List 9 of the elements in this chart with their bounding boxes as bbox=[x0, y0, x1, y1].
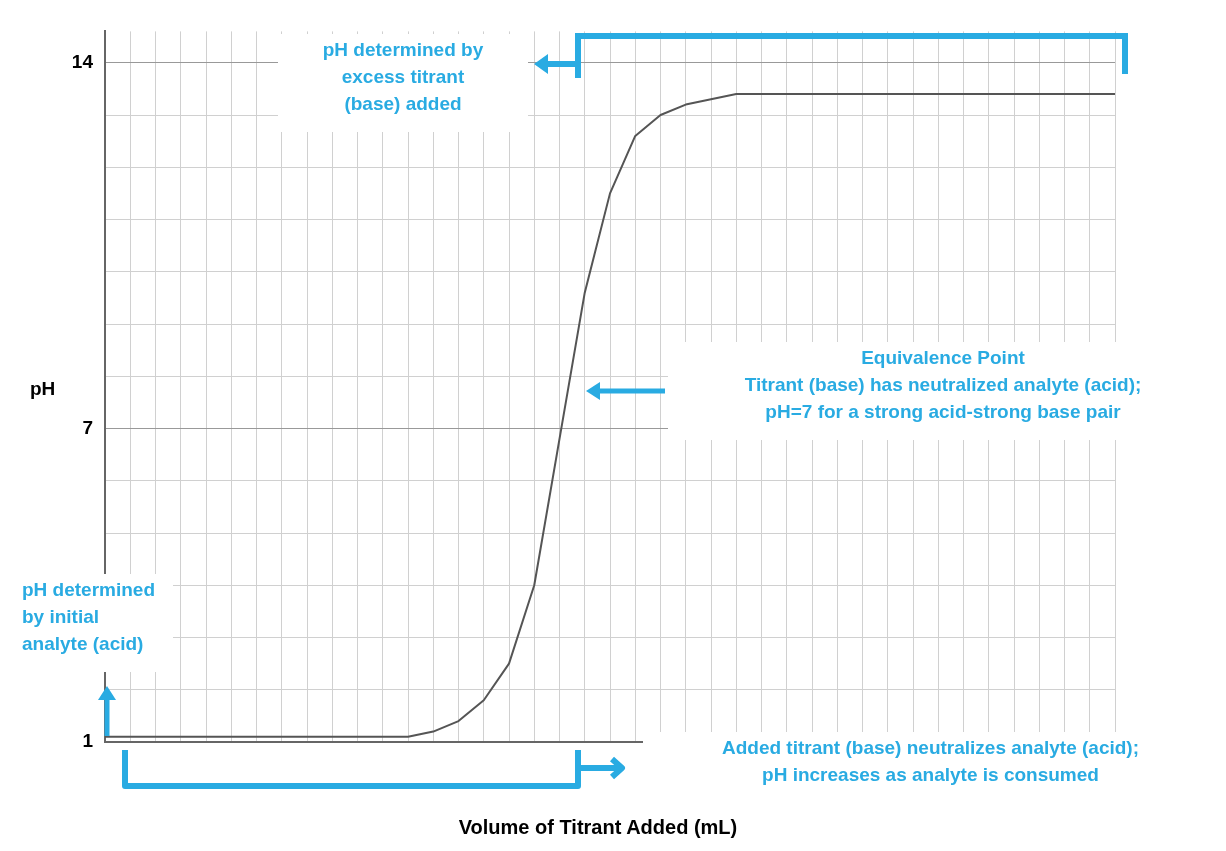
y-tick-label: 7 bbox=[82, 416, 93, 438]
annotation: Added titrant (base) neutralizes analyte (acid); pH increases as analyte is consumed bbox=[721, 736, 1140, 787]
y-axis-title: pH bbox=[30, 378, 56, 400]
annotation: pH determined by excess titrant (base) added bbox=[321, 38, 485, 116]
x-axis-title: Volume of Titrant Added (mL) bbox=[457, 816, 739, 839]
y-tick-label: 14 bbox=[71, 50, 94, 72]
annotation: pH determined by initial analyte (acid) bbox=[21, 578, 157, 656]
annotation: Equivalence Point Titrant (base) has neutralized analyte (acid); pH=7 for a strong acid-strong base pair bbox=[743, 346, 1143, 424]
y-tick-label: 1 bbox=[82, 730, 94, 752]
